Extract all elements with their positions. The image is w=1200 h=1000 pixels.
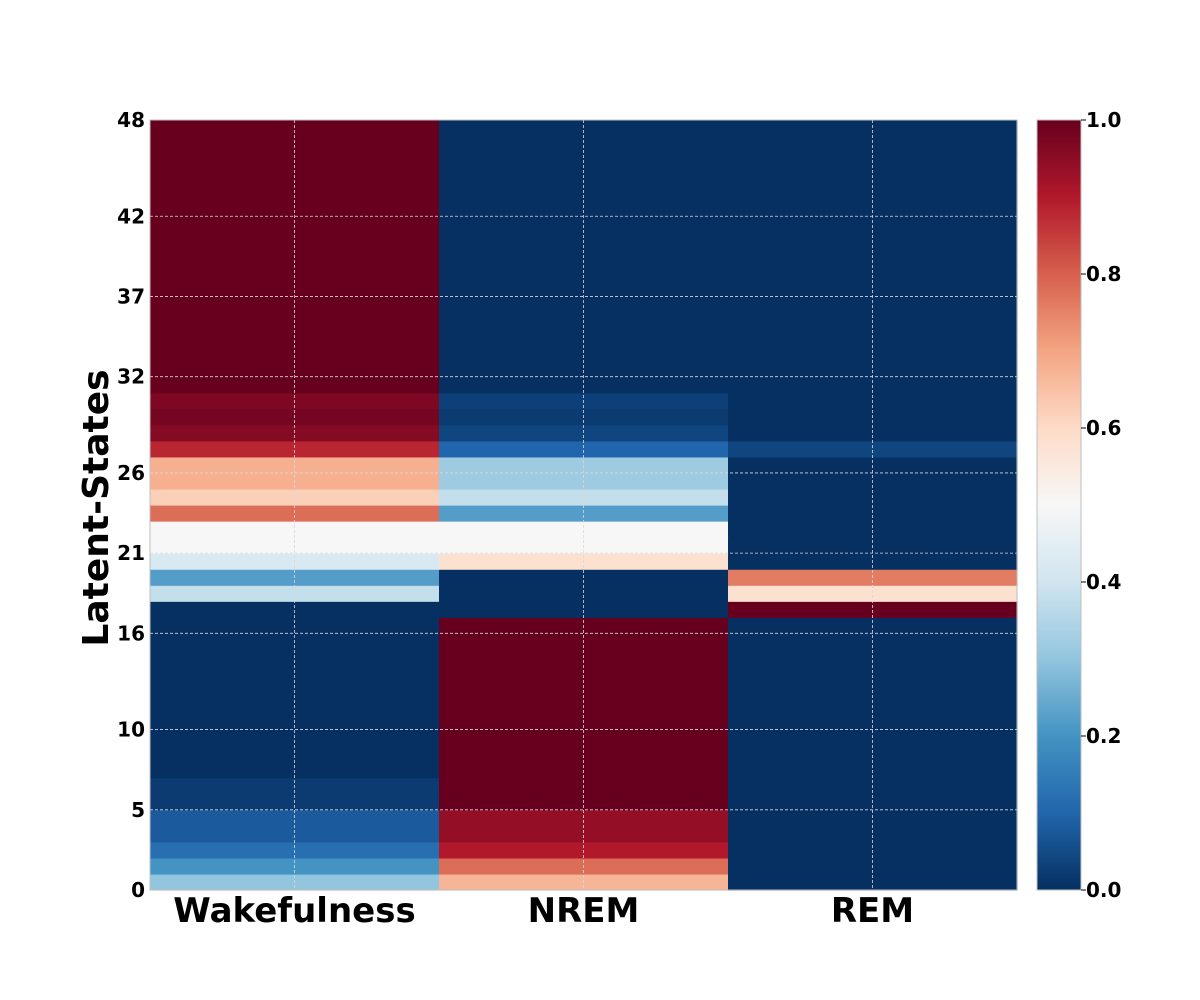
heatmap-cell: [728, 120, 1018, 137]
x-category-label: NREM: [528, 891, 640, 931]
heatmap-cell: [439, 665, 729, 683]
heatmap-cell: [439, 136, 729, 153]
heatmap-cell: [439, 505, 729, 522]
heatmap-cell: [439, 296, 729, 314]
heatmap-cell: [728, 216, 1018, 233]
heatmap-cell: [150, 825, 440, 843]
heatmap-cell: [728, 745, 1018, 763]
heatmap-cell: [728, 424, 1018, 442]
heatmap-cell: [439, 825, 729, 843]
colorbar-tick-label: 0.4: [1086, 570, 1121, 594]
colorbar: [1036, 119, 1082, 891]
x-category-label: Wakefulness: [173, 891, 415, 931]
heatmap-cell: [439, 681, 729, 699]
heatmap-cell: [439, 120, 729, 137]
heatmap-cell: [150, 665, 440, 683]
heatmap-cell: [728, 601, 1018, 618]
y-tick-label: 32: [117, 365, 145, 389]
heatmap-cell: [150, 601, 440, 618]
heatmap-cell: [150, 376, 440, 394]
y-axis-title: Latent-States: [76, 369, 117, 646]
heatmap-cell: [150, 424, 440, 442]
heatmap-cell: [150, 505, 440, 522]
heatmap-cell: [439, 280, 729, 298]
heatmap-cell: [150, 280, 440, 298]
y-axis-ticks: 0 5 10 16 21 26 32 37 42 48: [117, 108, 145, 902]
heatmap-cell: [439, 601, 729, 618]
heatmap-cell: [439, 585, 729, 602]
heatmap-cell: [150, 809, 440, 827]
heatmap-cell: [728, 360, 1018, 378]
heatmap-cell: [150, 136, 440, 153]
y-tick-label: 16: [117, 621, 145, 645]
heatmap-cell: [150, 200, 440, 217]
heatmap-cell: [728, 296, 1018, 314]
heatmap-cell: [728, 136, 1018, 153]
heatmap-cell: [150, 296, 440, 314]
heatmap-cell: [728, 761, 1018, 779]
heatmap-cell: [439, 521, 729, 538]
y-tick-label: 37: [117, 284, 145, 308]
heatmap-cell: [439, 376, 729, 394]
plot-frame: [149, 119, 1018, 891]
colorbar-tick-label: 0.2: [1086, 724, 1121, 748]
heatmap-cell: [150, 216, 440, 233]
heatmap-cell: [728, 681, 1018, 699]
heatmap-cell: [728, 585, 1018, 602]
y-tick-label: 10: [117, 718, 145, 742]
heatmap-cell: [728, 665, 1018, 683]
x-category-label: REM: [831, 891, 914, 931]
y-tick-label: 5: [131, 798, 145, 822]
colorbar-tick-label: 0.0: [1086, 878, 1121, 902]
heatmap-cell: [439, 745, 729, 763]
colorbar-tick-label: 1.0: [1086, 108, 1121, 132]
heatmap-cell: [728, 505, 1018, 522]
y-tick-label: 26: [117, 461, 145, 485]
heatmap-cell: [728, 376, 1018, 394]
heatmap-cell: [150, 681, 440, 699]
heatmap-cell: [150, 360, 440, 378]
heatmap-cell: [439, 440, 729, 458]
heatmap-cell: [439, 424, 729, 442]
heatmap-cell: [150, 761, 440, 779]
heatmap-cell: [728, 440, 1018, 458]
heatmap-cell: [150, 440, 440, 458]
heatmap-cell: [728, 280, 1018, 298]
y-tick-label: 42: [117, 204, 145, 228]
heatmap-cell: [439, 216, 729, 233]
heatmap-cell: [728, 809, 1018, 827]
heatmap-cell: [150, 585, 440, 602]
heatmap-cell: [728, 521, 1018, 538]
x-axis-categories: Wakefulness NREM REM: [173, 891, 914, 931]
heatmap-cell: [150, 120, 440, 137]
heatmap-cell: [728, 825, 1018, 843]
colorbar-tick-label: 0.6: [1086, 416, 1121, 440]
heatmap-cell: [439, 809, 729, 827]
colorbar-tick-label: 0.8: [1086, 262, 1121, 286]
heatmap-cell: [728, 200, 1018, 217]
heatmap-cell: [439, 200, 729, 217]
heatmap-cell: [439, 360, 729, 378]
y-tick-label: 21: [117, 541, 145, 565]
heatmap-cell: [150, 521, 440, 538]
colorbar-ticks: 0.0 0.2 0.4 0.6 0.8 1.0: [1081, 108, 1121, 902]
y-tick-label: 48: [117, 108, 145, 132]
heatmap-cell: [150, 745, 440, 763]
y-tick-label: 0: [131, 878, 145, 902]
heatmap-cell: [439, 761, 729, 779]
